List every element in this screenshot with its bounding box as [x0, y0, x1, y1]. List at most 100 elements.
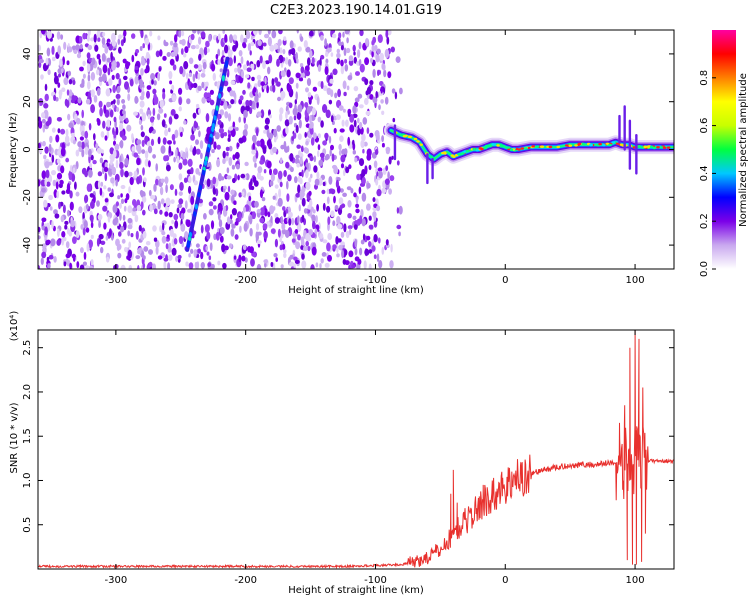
noise-speck: [44, 226, 48, 236]
noise-speck: [327, 232, 333, 241]
noise-speck: [98, 233, 104, 240]
noise-speck: [345, 166, 350, 174]
hot-spot: [413, 137, 418, 141]
noise-speck: [309, 127, 314, 135]
noise-speck: [349, 114, 355, 123]
noise-speck: [306, 78, 312, 86]
hot-spot: [605, 142, 610, 145]
noise-speck: [113, 116, 117, 123]
noise-speck: [301, 197, 306, 207]
noise-speck: [348, 59, 354, 66]
noise-speck: [159, 49, 163, 57]
noise-speck: [311, 214, 315, 221]
noise-speck: [167, 140, 172, 145]
noise-speck: [104, 135, 108, 141]
noise-speck: [385, 149, 390, 155]
noise-speck: [193, 180, 199, 186]
noise-speck: [38, 235, 41, 240]
noise-speck: [279, 181, 283, 188]
noise-speck: [224, 245, 229, 251]
noise-speck: [362, 233, 366, 241]
noise-speck: [318, 159, 324, 167]
snr-y-ticks: 0.5 1.0 1.5 2.0 2.5: [22, 340, 674, 533]
noise-speck: [390, 243, 393, 253]
hot-spot: [506, 146, 511, 149]
noise-speck: [201, 97, 206, 104]
noise-speck: [369, 80, 374, 86]
noise-speck: [353, 56, 357, 64]
noise-speck: [168, 116, 173, 125]
noise-speck: [57, 128, 61, 134]
noise-speck: [40, 74, 44, 80]
noise-speck: [254, 162, 257, 168]
noise-speck: [38, 179, 41, 187]
noise-speck: [310, 264, 315, 269]
noise-speck: [267, 66, 271, 75]
noise-speck: [67, 46, 73, 53]
noise-speck: [119, 161, 124, 170]
noise-speck: [243, 206, 246, 213]
noise-speck: [294, 176, 298, 184]
noise-speck: [263, 207, 268, 217]
noise-speck: [328, 188, 335, 193]
noise-speck: [289, 153, 294, 162]
noise-speck: [395, 56, 401, 63]
noise-speck: [56, 158, 61, 164]
noise-speck: [82, 227, 86, 236]
noise-speck: [155, 246, 159, 255]
noise-speck: [340, 59, 344, 67]
noise-speck: [68, 91, 73, 97]
noise-speck: [67, 70, 72, 77]
noise-speck: [61, 231, 66, 238]
noise-speck: [122, 104, 126, 110]
noise-speck: [38, 120, 43, 129]
noise-speck: [112, 84, 116, 94]
noise-speck: [326, 242, 331, 252]
hot-spot: [615, 142, 620, 145]
noise-speck: [256, 171, 262, 180]
noise-speck: [162, 137, 167, 145]
noise-speck: [90, 154, 94, 161]
noise-speck: [359, 247, 363, 256]
noise-speck: [307, 245, 311, 252]
noise-speck: [178, 106, 182, 112]
noise-speck: [283, 252, 287, 259]
y-tick-label: 1.0: [22, 473, 33, 489]
noise-speck: [230, 228, 235, 237]
noise-speck: [309, 115, 312, 124]
noise-speck: [266, 160, 272, 169]
noise-speck: [279, 107, 284, 115]
noise-speck: [41, 251, 47, 259]
noise-speck: [272, 146, 277, 154]
hot-spot: [524, 147, 528, 150]
noise-speck: [327, 216, 331, 225]
noise-speck: [87, 80, 91, 90]
noise-speck: [294, 229, 299, 234]
noise-speck: [293, 115, 297, 121]
streak-speck: [188, 232, 192, 238]
noise-speck: [250, 178, 253, 187]
noise-speck: [119, 202, 122, 209]
noise-speck: [353, 51, 356, 56]
noise-speck: [120, 168, 124, 178]
noise-speck: [66, 182, 71, 192]
noise-speck: [149, 30, 153, 37]
noise-speck: [279, 244, 283, 251]
noise-speck: [340, 203, 346, 208]
noise-speck: [296, 223, 302, 232]
noise-speck: [67, 227, 70, 235]
noise-speck: [176, 155, 180, 164]
noise-speck: [239, 95, 244, 101]
noise-speck: [314, 178, 320, 186]
noise-speck: [222, 262, 227, 269]
noise-speck: [101, 53, 106, 62]
noise-speck: [142, 255, 146, 260]
noise-speck: [277, 170, 283, 180]
noise-speck: [256, 209, 262, 214]
noise-speck: [140, 191, 146, 198]
noise-speck: [289, 254, 294, 260]
noise-speck: [240, 56, 244, 65]
noise-speck: [272, 195, 276, 200]
noise-speck: [205, 113, 210, 123]
x-tick-label: -100: [364, 575, 387, 586]
